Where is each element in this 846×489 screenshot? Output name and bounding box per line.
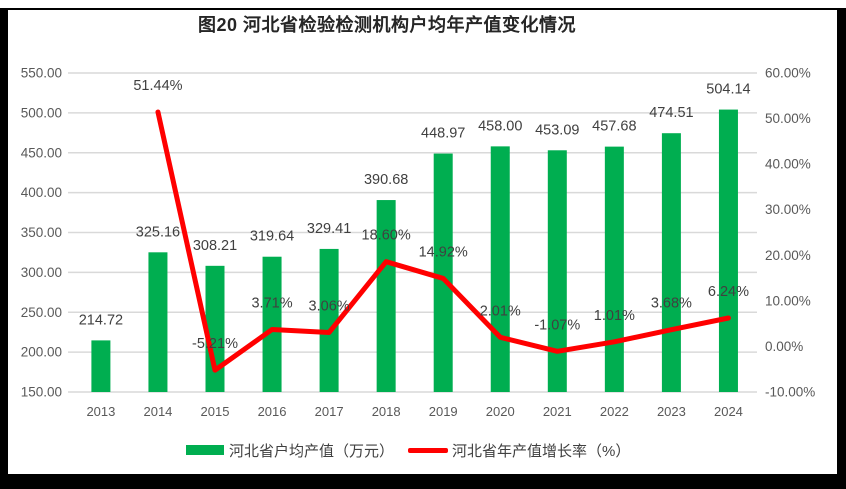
x-tick-2014: 2014 <box>143 404 172 419</box>
bar-2023 <box>661 133 681 392</box>
legend-line-swatch-icon <box>408 447 449 453</box>
bar-2019 <box>433 153 453 392</box>
y-right-tick: 30.00% <box>765 202 811 217</box>
bar-label-2022: 457.68 <box>592 119 636 135</box>
x-tick-2013: 2013 <box>86 404 115 419</box>
bar-2017 <box>319 248 339 392</box>
legend-bar-label: 河北省户均产值（万元） <box>229 442 395 460</box>
x-tick-2024: 2024 <box>714 404 743 419</box>
growth-label-2016: 3.71% <box>251 296 292 312</box>
bar-label-2014: 325.16 <box>136 224 180 240</box>
x-tick-2021: 2021 <box>543 404 572 419</box>
x-tick-2020: 2020 <box>486 404 515 419</box>
legend-line-label: 河北省年产值增长率（%） <box>452 442 631 460</box>
chart-legend: 河北省户均产值（万元） 河北省年产值增长率（%） <box>186 441 631 460</box>
bar-2014 <box>148 252 168 392</box>
bar-2018 <box>376 200 396 392</box>
x-tick-2016: 2016 <box>258 404 287 419</box>
growth-label-2022: 1.01% <box>594 308 635 324</box>
bar-label-2019: 448.97 <box>421 126 465 142</box>
bar-label-2021: 453.09 <box>535 122 579 138</box>
bar-2015 <box>205 265 225 392</box>
growth-label-2020: 2.01% <box>480 303 521 319</box>
y-left-tick: 350.00 <box>21 225 62 240</box>
growth-label-2021: -1.07% <box>534 317 580 333</box>
y-right-tick: 60.00% <box>765 66 811 81</box>
bar-label-2016: 319.64 <box>250 229 294 245</box>
y-left-tick: 550.00 <box>21 66 62 81</box>
growth-label-2019: 14.92% <box>419 244 468 260</box>
growth-label-2018: 18.60% <box>362 228 411 244</box>
y-left-tick: 450.00 <box>21 145 62 160</box>
bar-label-2015: 308.21 <box>193 238 237 254</box>
y-right-tick: 10.00% <box>765 293 811 308</box>
y-left-tick: 500.00 <box>21 105 62 120</box>
x-tick-2023: 2023 <box>657 404 686 419</box>
chart-frame <box>0 8 846 489</box>
chart-title: 图20 河北省检验检测机构户均年产值变化情况 <box>197 15 577 35</box>
growth-label-2023: 3.68% <box>651 296 692 312</box>
y-right-tick: 20.00% <box>765 248 811 263</box>
y-left-tick: 150.00 <box>21 385 62 400</box>
bar-2016 <box>262 256 282 392</box>
y-left-tick: 200.00 <box>21 345 62 360</box>
bar-2013 <box>91 340 111 392</box>
y-right-tick: 50.00% <box>765 111 811 126</box>
bar-label-2018: 390.68 <box>364 172 408 188</box>
bar-label-2017: 329.41 <box>307 221 351 237</box>
bar-label-2023: 474.51 <box>649 105 693 121</box>
growth-label-2024: 6.24% <box>708 284 749 300</box>
y-right-tick: -10.00% <box>765 385 815 400</box>
growth-label-2015: -5.21% <box>192 336 238 352</box>
bar-2022 <box>604 146 624 392</box>
x-tick-2018: 2018 <box>372 404 401 419</box>
x-tick-2019: 2019 <box>429 404 458 419</box>
y-left-tick: 250.00 <box>21 305 62 320</box>
x-tick-2022: 2022 <box>600 404 629 419</box>
bar-label-2013: 214.72 <box>79 312 123 328</box>
bar-label-2024: 504.14 <box>706 82 750 98</box>
x-tick-2015: 2015 <box>201 404 230 419</box>
bar-label-2020: 458.00 <box>478 118 522 134</box>
bar-2024 <box>718 109 738 392</box>
x-tick-2017: 2017 <box>315 404 344 419</box>
y-left-tick: 400.00 <box>21 185 62 200</box>
y-left-tick: 300.00 <box>21 265 62 280</box>
growth-line <box>155 109 731 373</box>
bar-2021 <box>547 150 567 392</box>
legend-bar-swatch-icon <box>186 445 224 455</box>
growth-label-2014: 51.44% <box>133 78 182 94</box>
growth-label-2017: 3.06% <box>309 298 350 314</box>
bar-2020 <box>490 146 510 392</box>
y-right-tick: 40.00% <box>765 157 811 172</box>
y-right-tick: 0.00% <box>765 339 803 354</box>
